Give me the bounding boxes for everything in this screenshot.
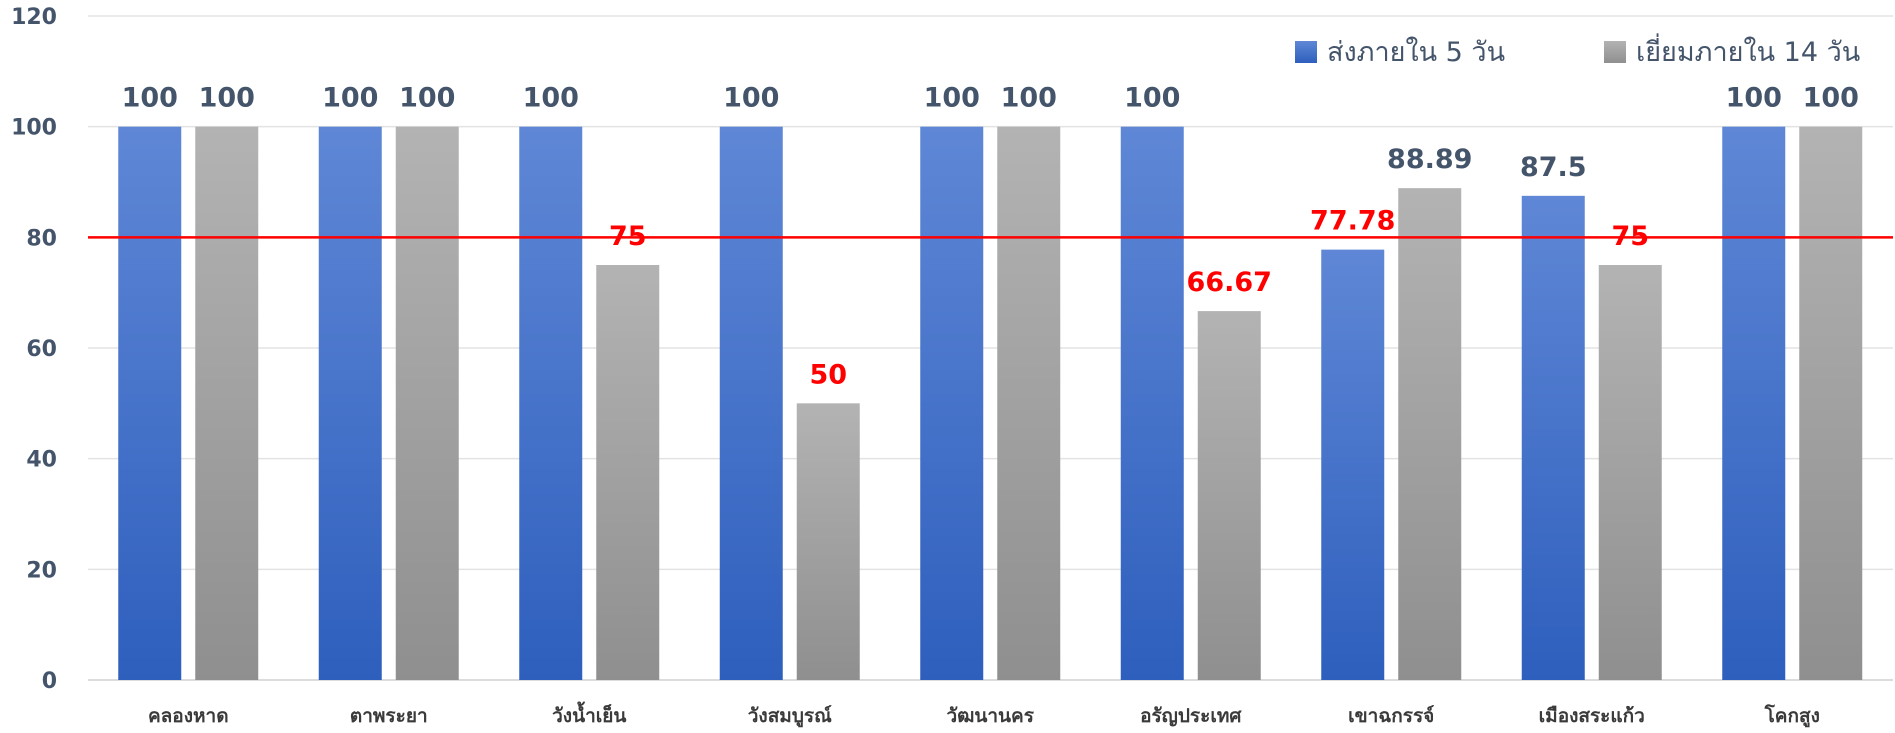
data-label: 75 xyxy=(1611,221,1649,252)
legend-label: เยี่ยมภายใน 14 วัน xyxy=(1636,33,1860,68)
data-label: 100 xyxy=(399,83,455,114)
data-label: 50 xyxy=(809,359,847,390)
y-tick-label: 60 xyxy=(26,337,57,362)
data-label: 75 xyxy=(609,221,647,252)
legend-swatch xyxy=(1604,41,1626,63)
bar xyxy=(519,126,583,680)
bar xyxy=(1521,195,1585,681)
data-label: 100 xyxy=(1124,83,1180,114)
bar xyxy=(395,126,459,680)
data-label: 100 xyxy=(1803,83,1859,114)
bar xyxy=(719,126,783,680)
x-tick-label: อรัญประเทศ xyxy=(1140,705,1242,727)
data-label: 77.78 xyxy=(1310,206,1395,237)
bar xyxy=(1197,311,1261,680)
data-label: 100 xyxy=(322,83,378,114)
data-label: 100 xyxy=(122,83,178,114)
x-tick-label: วังน้ำเย็น xyxy=(552,701,626,727)
data-label: 100 xyxy=(723,83,779,114)
y-tick-label: 100 xyxy=(11,116,57,141)
y-tick-label: 40 xyxy=(26,448,57,473)
bar xyxy=(997,126,1061,680)
x-axis: คลองหาด ตาพระยา วังน้ำเย็น วังสมบูรณ์ วัฒนาน… xyxy=(148,701,1820,728)
bar xyxy=(920,126,984,680)
y-tick-label: 20 xyxy=(26,558,57,583)
legend-label: ส่งภายใน 5 วัน xyxy=(1327,36,1505,68)
bar xyxy=(596,265,660,680)
bar xyxy=(1722,126,1786,680)
data-label: 100 xyxy=(199,83,255,114)
x-tick-label: วัฒนานคร xyxy=(947,705,1035,727)
legend-swatch xyxy=(1295,41,1317,63)
bar xyxy=(118,126,182,680)
bar xyxy=(1398,188,1462,680)
bar xyxy=(1321,249,1385,680)
bar xyxy=(796,403,860,680)
x-tick-label: วังสมบูรณ์ xyxy=(748,705,832,728)
x-tick-label: ตาพระยา xyxy=(350,705,428,727)
x-tick-label: คลองหาด xyxy=(148,705,229,727)
y-axis: 0 20 40 60 80 100 120 xyxy=(11,5,57,694)
data-label: 100 xyxy=(924,83,980,114)
data-label: 87.5 xyxy=(1520,152,1587,183)
y-tick-label: 120 xyxy=(11,5,57,30)
bar xyxy=(1799,126,1863,680)
x-tick-label: โคกสูง xyxy=(1764,704,1820,728)
data-label: 100 xyxy=(1726,83,1782,114)
x-tick-label: เมืองสระแก้ว xyxy=(1539,705,1645,727)
bars xyxy=(118,126,1863,681)
bar xyxy=(1598,265,1662,680)
bar xyxy=(195,126,259,680)
data-label: 100 xyxy=(1001,83,1057,114)
y-tick-label: 0 xyxy=(42,669,57,694)
bar xyxy=(318,126,382,680)
data-label: 88.89 xyxy=(1387,144,1472,175)
legend: ส่งภายใน 5 วัน เยี่ยมภายใน 14 วัน xyxy=(1295,33,1860,68)
bar xyxy=(1120,126,1184,680)
y-tick-label: 80 xyxy=(26,226,57,251)
data-label: 66.67 xyxy=(1187,267,1272,298)
x-tick-label: เขาฉกรรจ์ xyxy=(1348,705,1434,727)
data-label: 100 xyxy=(523,83,579,114)
data-labels: 100 100 100 100 100 75 100 50 100 100 100 66.67 77.7… xyxy=(122,83,1859,391)
